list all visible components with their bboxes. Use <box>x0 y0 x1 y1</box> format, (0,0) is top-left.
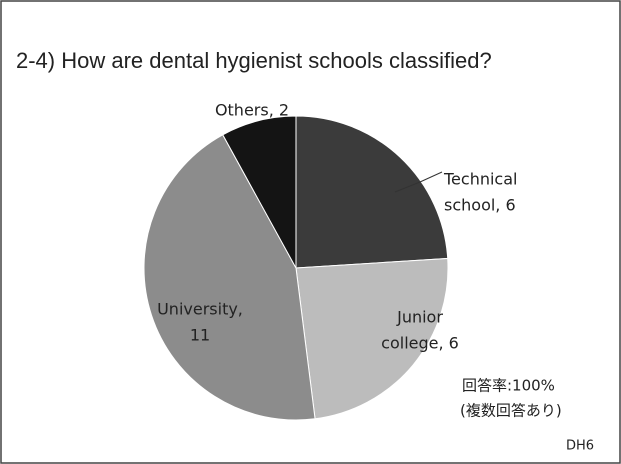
pie-slice <box>295 257 449 420</box>
annotation: (複数回答あり) <box>460 402 562 420</box>
data-label: 11 <box>190 326 210 345</box>
annotation: 回答率:100% <box>462 377 555 395</box>
data-label: University, <box>157 300 243 319</box>
data-label: Junior <box>396 308 443 327</box>
data-label: school, 6 <box>444 196 516 215</box>
annotation: DH6 <box>566 439 594 454</box>
data-label: Technical <box>443 170 517 189</box>
leader-line <box>394 171 443 193</box>
pie-slice <box>295 115 449 269</box>
pie-slice <box>222 115 297 269</box>
data-label: Others, 2 <box>215 101 289 120</box>
data-label: college, 6 <box>381 334 459 353</box>
pie-slice <box>143 134 316 421</box>
chart-title: 2-4) How are dental hygienist schools cl… <box>16 48 492 73</box>
